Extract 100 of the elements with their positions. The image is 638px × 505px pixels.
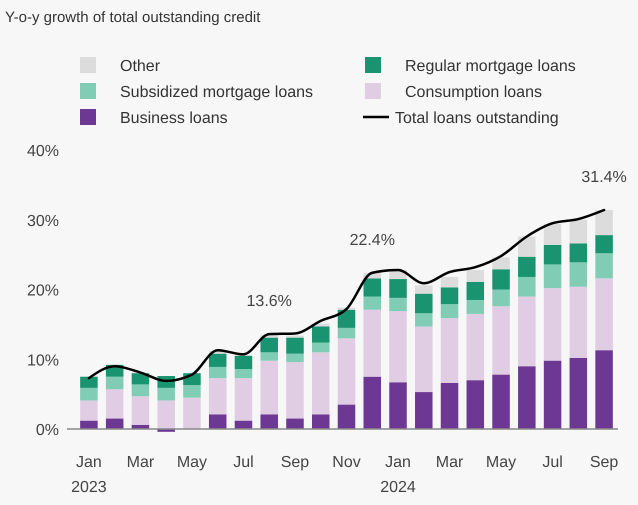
bar xyxy=(440,287,458,304)
legend-label: Consumption loans xyxy=(405,84,542,101)
bar xyxy=(312,326,330,343)
bar xyxy=(157,400,175,430)
bar xyxy=(286,418,304,430)
x-tick-label: Jan 2023 xyxy=(71,454,107,496)
bar xyxy=(286,338,304,354)
bar xyxy=(132,373,150,384)
bar xyxy=(106,389,124,419)
bar xyxy=(415,392,433,430)
bar xyxy=(415,326,433,392)
bar xyxy=(208,366,226,378)
bar xyxy=(518,236,536,257)
bar xyxy=(389,298,407,312)
legend-label: Regular mortgage loans xyxy=(405,58,576,75)
bar xyxy=(364,376,382,430)
bar xyxy=(389,311,407,382)
bar xyxy=(208,354,226,367)
bar xyxy=(234,369,252,378)
bar xyxy=(570,220,588,244)
bar xyxy=(570,358,588,430)
bar xyxy=(338,328,356,338)
x-tick-label: Sep xyxy=(590,454,618,471)
bar xyxy=(415,313,433,326)
bar xyxy=(544,264,562,288)
data-label: 13.6% xyxy=(246,293,292,310)
bar xyxy=(157,388,175,400)
bar xyxy=(415,285,433,294)
bar xyxy=(312,342,330,352)
bar xyxy=(518,296,536,366)
bar xyxy=(492,269,510,290)
bar xyxy=(466,270,484,282)
legend-label: Other xyxy=(120,58,161,75)
y-tick-label: 0% xyxy=(36,422,59,440)
x-tick-label: Mar xyxy=(126,454,155,471)
bar xyxy=(260,352,278,361)
bar xyxy=(492,374,510,430)
bar xyxy=(312,414,330,430)
bar xyxy=(492,290,510,306)
legend-label: Total loans outstanding xyxy=(395,110,559,127)
y-tick-label: 20% xyxy=(26,282,59,300)
x-tick-label: May xyxy=(176,454,208,471)
bar xyxy=(544,224,562,245)
bar xyxy=(80,376,98,388)
y-tick-label: 40% xyxy=(26,143,59,160)
bar xyxy=(518,256,536,277)
bar xyxy=(492,257,510,270)
bar xyxy=(338,338,356,405)
bar xyxy=(595,253,613,278)
bar xyxy=(364,296,382,310)
bar xyxy=(595,350,613,430)
bar xyxy=(389,382,407,430)
bar xyxy=(286,362,304,419)
bar xyxy=(80,400,98,421)
bar xyxy=(364,310,382,377)
bar xyxy=(389,279,407,298)
bar xyxy=(183,398,201,430)
bar xyxy=(544,244,562,264)
bar xyxy=(466,282,484,300)
data-label: 31.4% xyxy=(581,168,627,186)
bar xyxy=(595,210,613,236)
bar xyxy=(234,356,252,370)
x-tick-label: Jan 2024 xyxy=(380,454,416,496)
bar xyxy=(132,396,150,425)
bar xyxy=(338,404,356,430)
data-label: 22.4% xyxy=(350,232,395,249)
bar xyxy=(286,354,304,362)
bar xyxy=(440,304,458,318)
bar xyxy=(260,360,278,414)
y-tick-label: 30% xyxy=(26,212,59,230)
bar xyxy=(440,276,458,288)
bar xyxy=(132,384,150,396)
bar xyxy=(466,300,484,314)
bar xyxy=(440,318,458,383)
x-tick-label: Jul xyxy=(542,454,563,471)
bar xyxy=(466,314,484,380)
y-tick-label: 10% xyxy=(26,352,59,370)
bar xyxy=(260,338,278,352)
bar xyxy=(106,376,124,390)
bar xyxy=(492,306,510,375)
bar xyxy=(234,420,252,430)
bar xyxy=(595,235,613,254)
bar xyxy=(466,380,484,430)
bar xyxy=(570,262,588,287)
bar xyxy=(364,278,382,296)
bar xyxy=(518,276,536,296)
bar xyxy=(518,366,536,430)
bar xyxy=(80,388,98,400)
bar xyxy=(415,294,433,314)
bar xyxy=(544,288,562,361)
bar xyxy=(208,414,226,430)
bar xyxy=(234,378,252,421)
bar xyxy=(570,286,588,358)
bar xyxy=(440,382,458,430)
bar xyxy=(80,420,98,430)
bar xyxy=(595,278,613,350)
chart-title: Y-o-y growth of total outstanding credit xyxy=(5,9,262,26)
legend-label: Subsidized mortgage loans xyxy=(120,84,314,101)
bar xyxy=(312,352,330,414)
bar xyxy=(338,310,356,328)
